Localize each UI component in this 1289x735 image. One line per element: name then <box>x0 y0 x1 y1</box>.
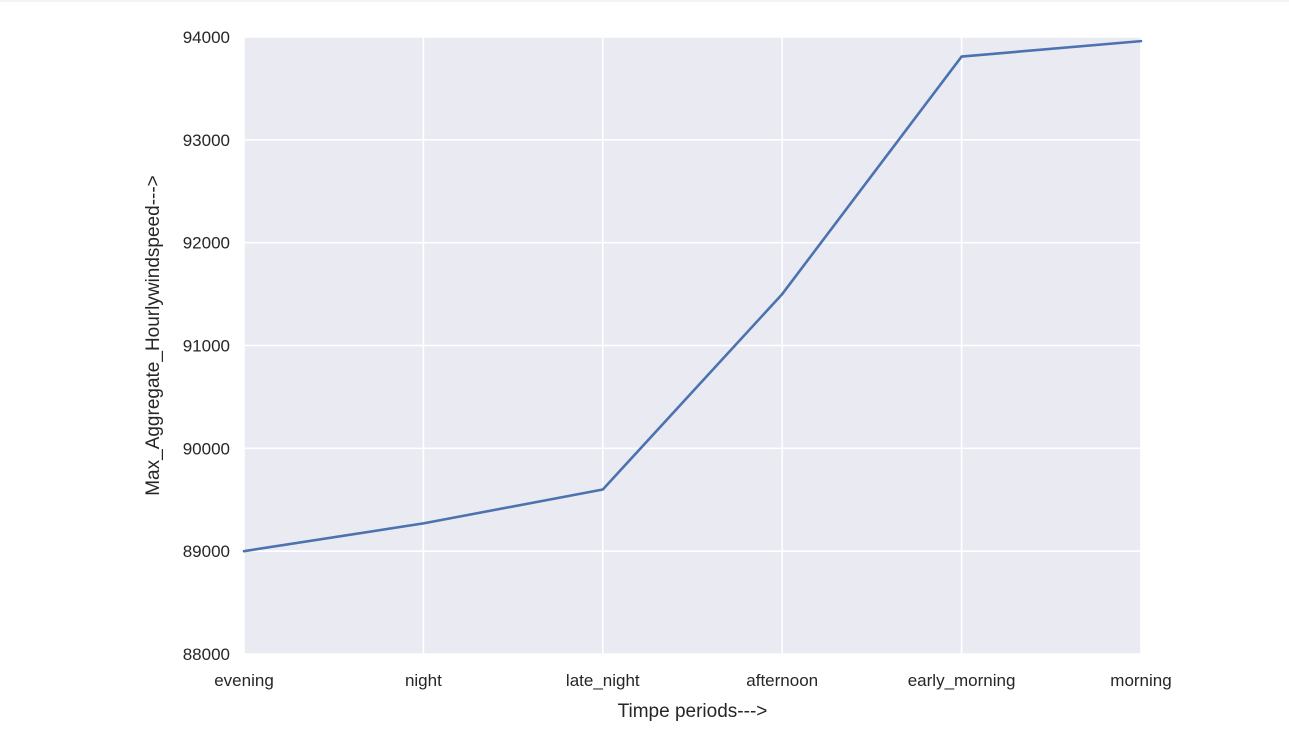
x-tick-labels: evening night late_night afternoon early_mor… <box>214 671 1171 690</box>
y-tick-label: 94000 <box>183 28 230 47</box>
y-tick-label: 89000 <box>183 542 230 561</box>
y-tick-labels: 88000 89000 90000 91000 92000 93000 94000 <box>183 28 230 664</box>
x-axis-label: Timpe periods---> <box>618 701 768 722</box>
series-group <box>242 39 1143 553</box>
y-axis-label: Max_Aggregate_Hourlywindspeed---> <box>143 175 164 496</box>
y-tick-label: 93000 <box>183 131 230 150</box>
x-tick-label: late_night <box>566 671 640 690</box>
x-tick-label: morning <box>1110 671 1171 690</box>
x-tick-label: evening <box>214 671 274 690</box>
x-tick-label: early_morning <box>908 671 1016 690</box>
x-tick-label: afternoon <box>746 671 818 690</box>
y-tick-label: 90000 <box>183 439 230 458</box>
y-tick-label: 88000 <box>183 645 230 664</box>
x-tick-label: night <box>405 671 442 690</box>
top-border <box>0 0 1289 2</box>
y-tick-label: 92000 <box>183 234 230 253</box>
series-line <box>242 39 1143 553</box>
y-tick-label: 91000 <box>183 337 230 356</box>
